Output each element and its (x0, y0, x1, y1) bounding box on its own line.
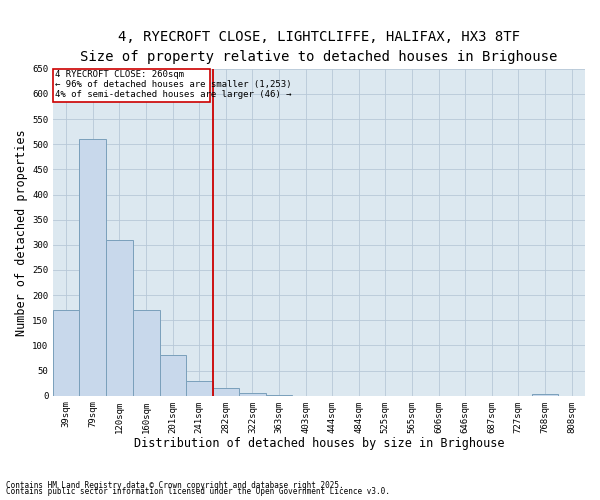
Bar (160, 356, 186, 396)
Bar (106, 240, 133, 396)
Bar (266, 395, 292, 396)
Text: 4% of semi-detached houses are larger (46) →: 4% of semi-detached houses are larger (4… (55, 90, 292, 100)
Text: Contains HM Land Registry data © Crown copyright and database right 2025.: Contains HM Land Registry data © Crown c… (6, 481, 344, 490)
Y-axis label: Number of detached properties: Number of detached properties (15, 129, 28, 336)
FancyBboxPatch shape (53, 69, 210, 102)
Bar (213, 388, 239, 396)
Title: 4, RYECROFT CLOSE, LIGHTCLIFFE, HALIFAX, HX3 8TF
Size of property relative to de: 4, RYECROFT CLOSE, LIGHTCLIFFE, HALIFAX,… (80, 30, 558, 64)
Bar (79, 139, 106, 396)
Bar (186, 380, 213, 396)
Bar (133, 310, 160, 396)
Text: ← 96% of detached houses are smaller (1,253): ← 96% of detached houses are smaller (1,… (55, 80, 292, 90)
Text: Contains public sector information licensed under the Open Government Licence v3: Contains public sector information licen… (6, 487, 390, 496)
X-axis label: Distribution of detached houses by size in Brighouse: Distribution of detached houses by size … (134, 437, 505, 450)
Text: 4 RYECROFT CLOSE: 260sqm: 4 RYECROFT CLOSE: 260sqm (55, 70, 184, 80)
Bar (532, 394, 558, 396)
Bar (239, 393, 266, 396)
Bar (53, 310, 79, 396)
